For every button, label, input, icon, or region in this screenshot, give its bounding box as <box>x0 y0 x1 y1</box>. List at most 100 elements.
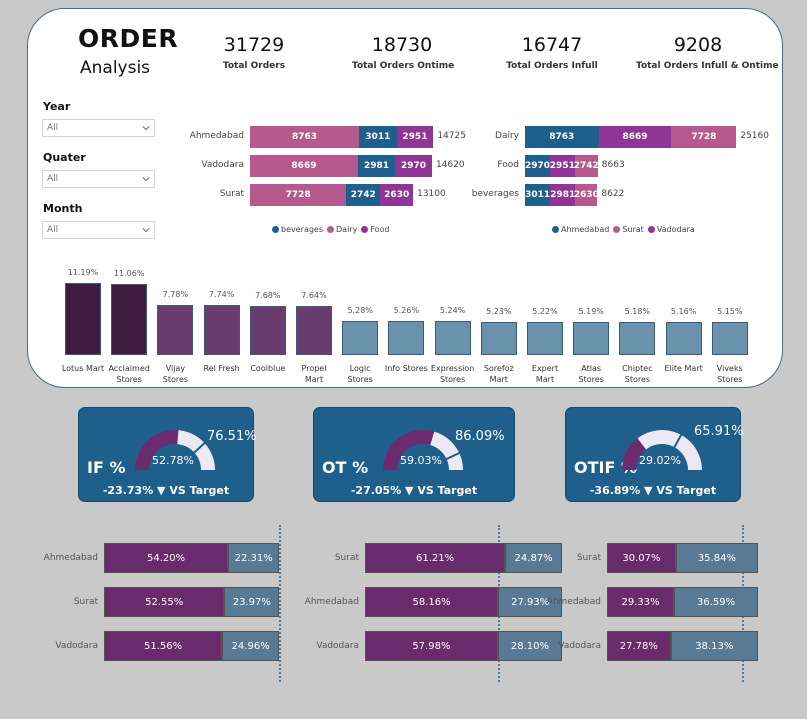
year-filter-dropdown[interactable]: All <box>42 119 155 137</box>
gauge-value-label: 29.02% <box>639 454 681 467</box>
store-name-label: Coolblue <box>243 363 293 374</box>
store-name-line: Mart <box>304 375 324 384</box>
store-bar <box>527 321 563 355</box>
bar-total-label: 13100 <box>417 189 446 199</box>
gauge-target-marker <box>672 432 684 450</box>
bar-segment: 8669 <box>598 126 672 148</box>
bar-segment: 2981 <box>550 184 575 206</box>
legend-item: Ahmedabad <box>552 225 609 234</box>
store-name-label: Expert Mart <box>520 363 570 385</box>
legend-item: Food <box>361 225 390 234</box>
bar-total-label: 8663 <box>601 160 625 170</box>
pct-segment-secondary: 27.93% <box>498 587 563 617</box>
legend-label: Dairy <box>336 225 358 234</box>
gauge-value-arc <box>135 430 179 470</box>
store-name-line: Coolblue <box>250 364 286 373</box>
bar-category-label: Dairy <box>495 131 519 141</box>
store-name-line: Expert <box>531 364 559 373</box>
kpi-total-orders-infull-ontime: 9208 Total Orders Infull & Ontime <box>636 34 779 71</box>
bar-segment: 7728 <box>250 184 347 206</box>
gauge-target-label: 65.91% <box>694 424 744 439</box>
year-filter-label: Year <box>43 100 71 113</box>
store-bar <box>65 283 101 355</box>
quater-filter-value: All <box>47 174 59 184</box>
store-name-line: Mart <box>489 375 508 384</box>
store-name-line: Vijay <box>165 364 186 373</box>
quater-filter-dropdown[interactable]: All <box>42 170 155 188</box>
gauge-dial <box>135 430 215 470</box>
gauge-card-otif: OTIF % 29.02% 65.91% -36.89% ▼ VS Target <box>565 407 744 502</box>
bar-category-label: Food <box>497 160 519 170</box>
store-bar <box>296 306 332 355</box>
legend-dot-icon <box>613 226 621 233</box>
legend-dot-icon <box>552 226 559 233</box>
bar-total-label: 14620 <box>436 160 465 170</box>
store-bar-value-label: 5.28% <box>347 306 373 316</box>
gauge-remaining-arc <box>430 431 463 470</box>
bar-segment: 2742 <box>346 184 381 206</box>
store-name-line: Stores <box>578 375 604 384</box>
month-filter-label: Month <box>43 202 83 215</box>
store-name-label: Logic Stores <box>335 363 385 385</box>
store-name-label: Info Stores <box>381 363 431 374</box>
pct-segment-secondary: 24.96% <box>222 631 280 661</box>
legend-dot-icon <box>272 226 279 233</box>
store-bar <box>111 284 148 355</box>
legend-item: Vadodara <box>647 225 695 234</box>
store-name-label: Viveks Stores <box>705 363 755 385</box>
quater-filter-label: Quater <box>43 151 86 164</box>
gauge-vs-target: -23.73% ▼ VS Target <box>102 484 230 497</box>
pct-segment-secondary: 24.87% <box>505 543 563 573</box>
store-name-line: Logic <box>349 364 371 373</box>
store-name-line: Expression <box>430 364 475 373</box>
bar-segment: 2970 <box>525 155 550 177</box>
legend-label: Surat <box>622 225 644 234</box>
bar-segment: 2742 <box>574 155 599 177</box>
store-bar-value-label: 5.18% <box>624 306 651 316</box>
kpi-value: 31729 <box>223 34 285 56</box>
gauge-vs-target: -36.89% ▼ VS Target <box>589 484 717 497</box>
legend-label: beverages <box>281 225 324 234</box>
gauge-target-marker <box>444 451 462 461</box>
gauge-value-arc <box>622 438 647 470</box>
store-bar-value-label: 7.64% <box>301 291 327 301</box>
city-label: Ahmedabad <box>546 597 601 607</box>
kpi-total-orders-infull: 16747 Total Orders Infull <box>502 34 602 71</box>
store-bar <box>342 321 379 355</box>
store-bar <box>249 305 286 355</box>
gauge-dial <box>383 430 463 470</box>
store-bar-value-label: 5.24% <box>439 306 466 316</box>
legend-dot-icon <box>327 226 335 233</box>
pct-segment-primary: 30.07% <box>607 543 676 573</box>
gauge-card-if: IF % 52.78% 76.51% -23.73% ▼ VS Target <box>78 407 257 502</box>
city-label: Vadodara <box>55 641 98 651</box>
store-name-line: Stores <box>717 375 743 384</box>
store-name-line: Viveks <box>716 364 743 373</box>
store-bar-value-label: 5.23% <box>486 306 512 316</box>
month-filter-dropdown[interactable]: All <box>42 221 155 239</box>
bar-category-label: beverages <box>471 189 519 199</box>
bar-segment: 2951 <box>550 155 575 177</box>
gauge-title: OT % <box>322 458 369 477</box>
store-name-line: Stores <box>624 375 651 384</box>
pct-segment-secondary: 36.59% <box>674 587 758 617</box>
city-label: Surat <box>73 597 98 607</box>
city-label: Vadodara <box>558 641 601 651</box>
pct-segment-primary: 51.56% <box>104 631 223 661</box>
gauge-value-label: 59.03% <box>400 454 442 467</box>
store-name-line: Rel Fresh <box>203 364 240 373</box>
page-subtitle: Analysis <box>80 58 151 78</box>
gauge-target-marker <box>192 441 207 455</box>
reference-line <box>279 525 281 682</box>
pct-segment-secondary: 23.97% <box>224 587 280 617</box>
store-bar-value-label: 5.19% <box>578 306 604 316</box>
pct-segment-primary: 52.55% <box>104 587 225 617</box>
store-bar-value-label: 11.06% <box>113 269 145 279</box>
store-name-label: Vijay Stores <box>150 363 200 385</box>
store-name-label: Acclaimed Stores <box>104 363 154 385</box>
legend-dot-icon <box>647 226 655 233</box>
pct-segment-primary: 54.20% <box>104 543 229 573</box>
kpi-value: 16747 <box>521 34 583 56</box>
store-name-label: Sorefoz Mart <box>474 363 524 385</box>
bar-segment: 2630 <box>380 184 414 206</box>
